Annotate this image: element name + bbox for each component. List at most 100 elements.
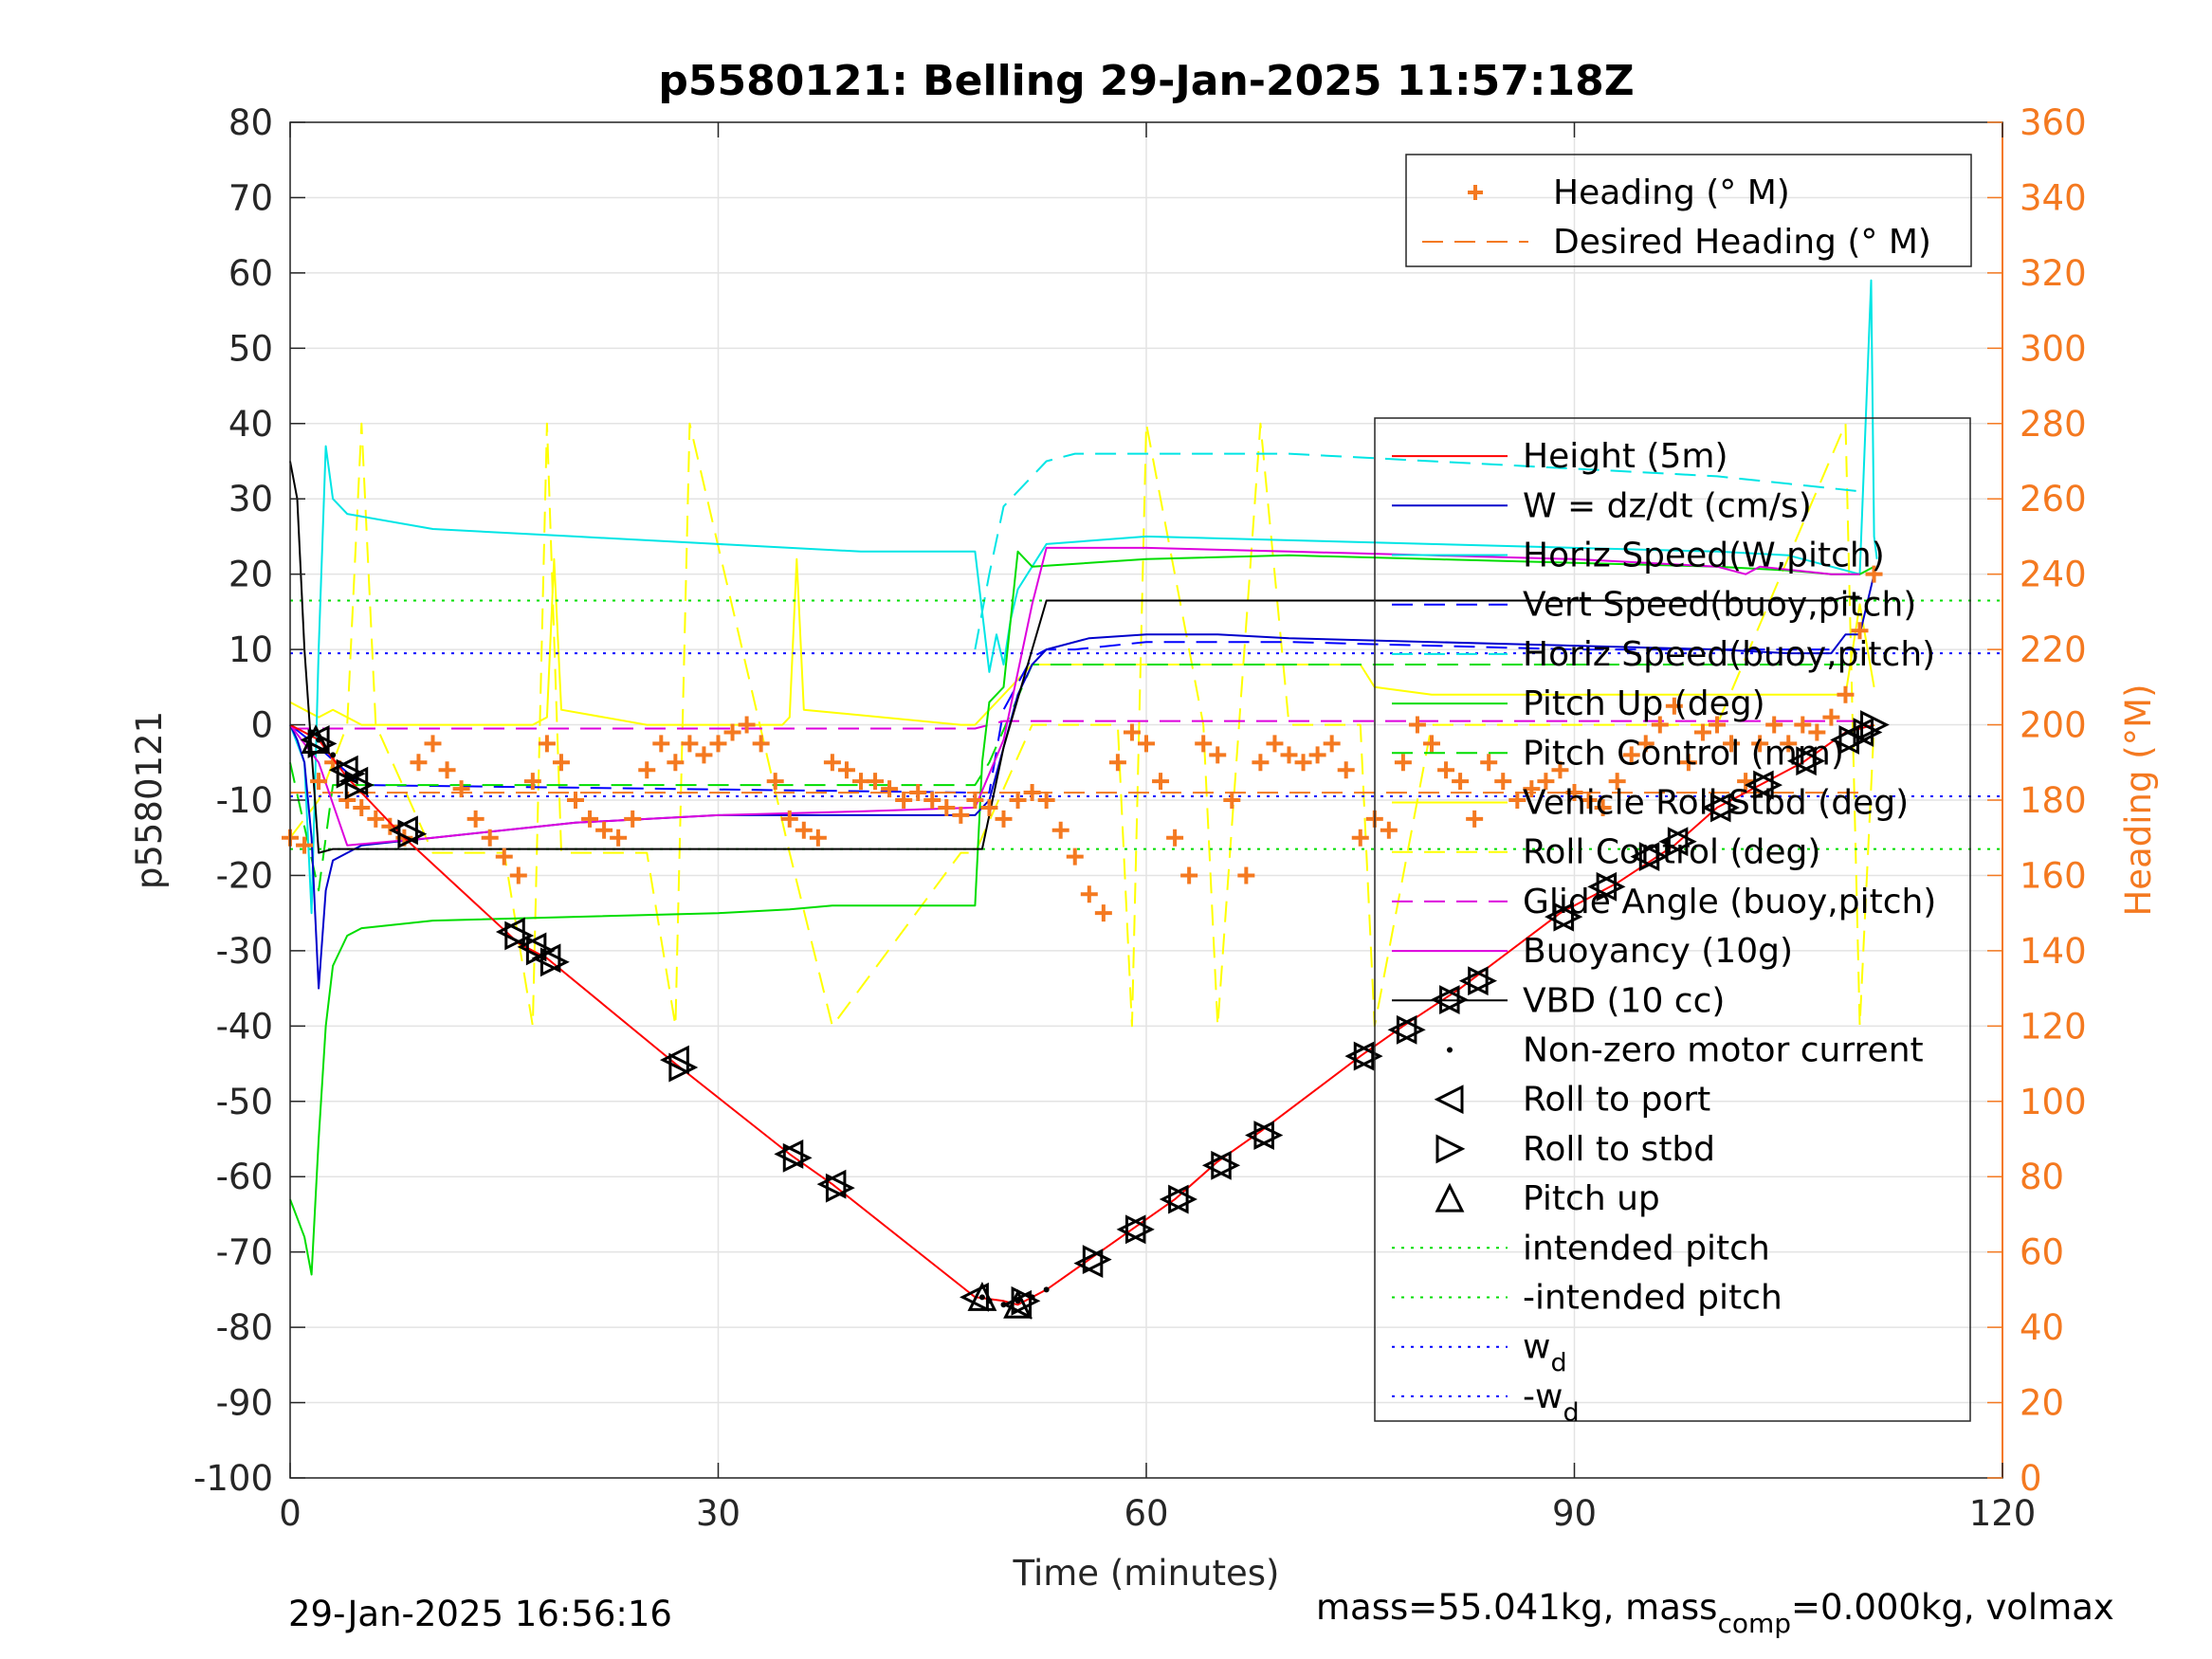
heading-point [1851, 622, 1869, 640]
legend-label: Vert Speed(buoy,pitch) [1523, 586, 1916, 625]
heading-point [1865, 565, 1883, 583]
series-line [289, 550, 1875, 1276]
heading-point [1723, 735, 1741, 753]
legend-label: Roll Control (deg) [1523, 833, 1820, 872]
motor-current-point [1000, 1302, 1007, 1308]
heading-point [1452, 773, 1470, 791]
axes: 0 30 60 90 120-100-90-80-70-60-50-40-30-20-1… [193, 102, 2087, 1534]
y-tick-label-right: 0 [2020, 1458, 2042, 1499]
heading-point [852, 773, 869, 791]
heading-point [1651, 716, 1669, 734]
roll-port-marker [1245, 1121, 1274, 1150]
footer-mass-tail: =0.000kg, volmax [1791, 1587, 2114, 1628]
roll-port-marker [1830, 725, 1859, 755]
roll-stbd-marker [1253, 1121, 1284, 1150]
legend-label: W = dz/dt (cm/s) [1523, 486, 1812, 525]
heading-point [1266, 735, 1284, 753]
roll-stbd-marker [668, 1052, 699, 1083]
series-line [289, 723, 1874, 1306]
y-tick-label: 30 [229, 479, 273, 520]
y-tick-label: -50 [216, 1082, 273, 1122]
footer-mass-sub: comp [1717, 1608, 1791, 1639]
heading-point [1323, 735, 1341, 753]
heading-point [1252, 754, 1270, 772]
heading-point [1808, 723, 1826, 741]
y-tick-label-right: 80 [2020, 1157, 2064, 1197]
roll-port-marker [1344, 1041, 1375, 1071]
legend-label: Glide Angle (buoy,pitch) [1523, 883, 1936, 921]
heading-point [895, 792, 913, 809]
heading-point [367, 810, 385, 828]
y-axis-label: p5580121 [129, 711, 170, 889]
roll-port-marker [338, 766, 369, 796]
motor-current-point [344, 775, 351, 781]
y-tick-label-right: 100 [2020, 1082, 2087, 1122]
heading-markers [282, 565, 1883, 922]
legend-label: Non-zero motor current [1523, 1031, 1924, 1070]
heading-point [1308, 746, 1326, 764]
legend-label: Height (5m) [1523, 437, 1728, 476]
heading-point [1094, 904, 1112, 922]
y-tick-label: -10 [216, 780, 273, 821]
heading-point [466, 810, 484, 828]
heading-point [410, 754, 428, 772]
roll-stbd-marker [1667, 827, 1697, 857]
legend-box [1374, 417, 1971, 1422]
y-tick-label-right: 280 [2020, 404, 2087, 445]
heading-point [1123, 723, 1141, 741]
x-axis-label: Time (minutes) [1013, 1553, 1280, 1594]
heading-point [1508, 792, 1526, 809]
heading-point [581, 810, 599, 828]
heading-point [1195, 735, 1213, 753]
legend-heading: Heading (° M) Desired Heading (° M) [1405, 154, 1972, 267]
heading-point [1494, 773, 1512, 791]
roll-stbd-marker [825, 1173, 855, 1203]
heading-point [438, 761, 456, 779]
y-tick-label-right: 20 [2020, 1383, 2064, 1424]
pitch-up-marker [1003, 1288, 1033, 1319]
heading-point [1351, 829, 1369, 847]
heading-point [523, 773, 541, 791]
heading-point [1066, 848, 1084, 866]
heading-point [509, 866, 527, 884]
y-tick-label: 70 [229, 177, 273, 218]
y-tick-label-right: 340 [2020, 177, 2087, 218]
legend-sample [1435, 1182, 1465, 1212]
heading-point [1009, 792, 1027, 809]
heading-point [538, 735, 556, 753]
chart-title: p5580121: Belling 29-Jan-2025 11:57:18Z [658, 57, 1634, 105]
x-tick-label: 120 [1969, 1493, 2037, 1534]
heading-point [766, 773, 784, 791]
heading-point [1394, 754, 1412, 772]
legend-label: Horiz Speed(W,pitch) [1523, 537, 1885, 575]
y-tick-label: -80 [216, 1307, 273, 1348]
heading-point [296, 836, 314, 854]
heading-point [823, 754, 841, 772]
heading-point [1023, 784, 1041, 802]
roll-stbd-marker [539, 947, 570, 977]
legend-sample [1435, 1134, 1466, 1164]
y-tick-label: 60 [229, 253, 273, 294]
legend-box [1405, 154, 1972, 267]
y-tick-label: 20 [229, 555, 273, 595]
legend-label: Heading (° M) [1553, 173, 1790, 212]
roll-stbd-marker [1468, 966, 1498, 996]
heading-point [1751, 735, 1769, 753]
y-tick-label-right: 360 [2020, 102, 2087, 143]
heading-point [795, 821, 813, 839]
heading-point [381, 817, 399, 835]
roll-stbd-marker [1753, 770, 1783, 800]
roll-port-marker [1458, 966, 1489, 996]
roll-port-marker [1201, 1150, 1232, 1180]
y-tick-label-right: 180 [2020, 780, 2087, 821]
y-tick-label-right: 220 [2020, 629, 2087, 670]
roll-stbd-marker [1596, 871, 1626, 902]
heading-point [1622, 746, 1640, 764]
roll-port-marker [1545, 902, 1574, 932]
series-line [289, 279, 1878, 915]
roll-stbd-marker [1860, 710, 1890, 739]
heading-point [1636, 735, 1654, 753]
heading-point [1765, 716, 1783, 734]
heading-point [938, 798, 956, 816]
